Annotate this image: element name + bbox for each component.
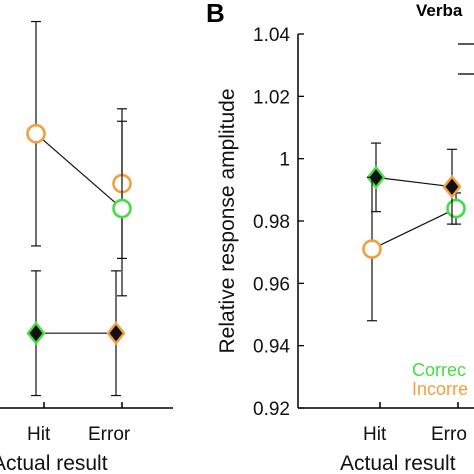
panel-b-s3-1-diamond-marker <box>442 174 462 199</box>
panel-b-ytick-label-5: 1.02 <box>253 87 290 108</box>
panel-a-xtick-label-hit: Hit <box>27 424 51 445</box>
panel-b-y-axis-title: Relative response amplitude <box>216 89 239 354</box>
panel-a-x-axis-title: Actual result <box>0 452 108 474</box>
panel-b-xtick-label-error: Erro <box>431 424 467 445</box>
panel-b-connector-0 <box>375 176 453 188</box>
panel-a-marks <box>26 20 132 397</box>
panel-b-ytick-label-3: 0.98 <box>253 212 290 233</box>
panel-a-xtick-label-error: Error <box>88 424 131 445</box>
panel-b-x-axis-title: Actual result <box>340 452 456 474</box>
panel-a-s0-0-circle-marker <box>26 123 46 144</box>
panel-a-s2-0-diamond-marker <box>26 321 46 346</box>
panel-b-ytick-label-6: 1.04 <box>253 25 290 46</box>
panel-b-connector-1 <box>371 207 457 250</box>
panel-a-s3-1-diamond-marker <box>106 321 126 346</box>
panel-b-marks <box>362 142 466 322</box>
panel-b: B Verba Hit Erro Actual result Relative … <box>206 0 474 474</box>
panel-b-s2-0-circle-marker <box>362 239 382 259</box>
panel-a-s1-1-circle-marker <box>112 198 132 219</box>
panel-b-s1-1-circle-marker <box>446 198 466 219</box>
panel-b-title: Verba <box>416 1 463 20</box>
legend-entry-incorrect: Incorre <box>412 379 468 399</box>
panel-b-letter: B <box>206 0 225 28</box>
panel-a-connector-0 <box>35 133 123 209</box>
panel-b-xtick-label-hit: Hit <box>363 424 387 445</box>
panel-b-ytick-label-1: 0.94 <box>253 337 290 358</box>
panel-b-ytick-label-4: 1 <box>279 150 290 171</box>
legend-entry-correct: Correc <box>412 360 466 380</box>
panel-a: Hit Error Actual result <box>0 20 173 474</box>
panel-b-ytick-label-2: 0.96 <box>253 274 290 295</box>
panel-b-ytick-label-0: 0.92 <box>253 399 290 420</box>
panel-b-y-ticks: 0.92 0.94 0.96 0.98 1 1.02 1.04 <box>253 25 304 420</box>
